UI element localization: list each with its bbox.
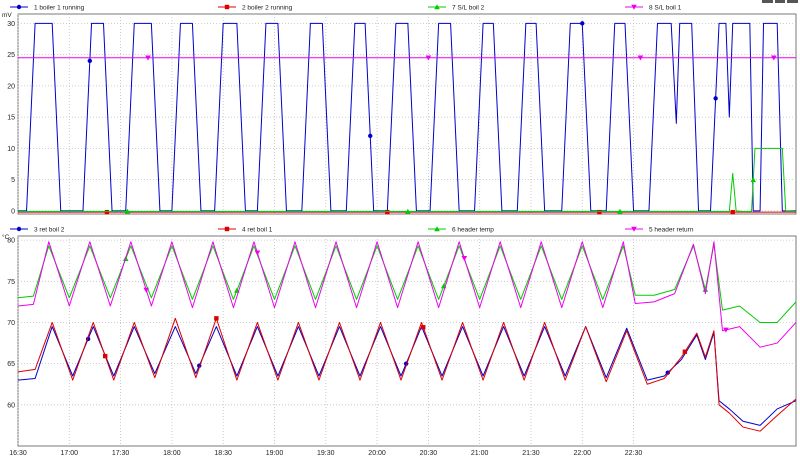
y-tick-label: 60 (7, 402, 15, 409)
legend-label: 3 ret boil 2 (34, 226, 65, 233)
data-point (385, 209, 390, 215)
restore-icon[interactable] (774, 0, 786, 3)
x-tick-label: 21:30 (522, 450, 540, 457)
series-markers-3 (122, 256, 709, 293)
series-line-3 (18, 147, 797, 212)
series-line-2 (17, 317, 797, 432)
legend-label: 5 header return (649, 226, 694, 233)
legend-marker (224, 4, 230, 10)
data-point (254, 250, 261, 256)
close-icon[interactable] (787, 0, 799, 3)
series-markers-4 (145, 55, 777, 61)
y-tick-label: 5 (11, 177, 15, 184)
data-point (145, 55, 151, 61)
series-line-4 (17, 241, 797, 348)
y-tick-label: 15 (7, 115, 15, 122)
legend: 1 boiler 1 running 2 boiler 2 running 7 S/… (10, 4, 682, 11)
data-point (723, 327, 729, 333)
y-tick-label: 0 (11, 208, 15, 215)
x-tick-label: 17:00 (61, 450, 79, 457)
data-point (730, 209, 735, 215)
y-unit-label: mV (2, 12, 12, 19)
x-tick-label: 22:00 (573, 450, 591, 457)
series-markers-2 (104, 209, 735, 215)
data-point (143, 287, 150, 293)
data-point (405, 208, 411, 214)
series-markers-2 (103, 316, 688, 359)
legend-label: 1 boiler 1 running (34, 4, 85, 11)
legend-label: 8 S/L boil 1 (649, 4, 682, 11)
x-tick-label: 19:30 (317, 450, 335, 457)
data-point (461, 256, 468, 262)
legend-marker (631, 226, 637, 232)
series-markers-1 (85, 336, 670, 375)
data-point (368, 133, 373, 139)
chart-panel-1: mV 0 5 10 15 20 25 30 1 boiler 1 running 2 boiler… (2, 4, 797, 215)
y-tick-label: 75 (7, 279, 15, 286)
plot-frame (17, 235, 797, 447)
data-point (103, 353, 108, 359)
x-tick-label: 16:30 (9, 450, 27, 457)
x-tick-label: 22:30 (625, 450, 643, 457)
data-point (597, 209, 602, 215)
legend: 3 ret boil 2 4 ret boil 1 6 header temp 5 h… (10, 226, 694, 233)
x-tick-label: 18:00 (163, 450, 181, 457)
data-point (750, 177, 757, 183)
x-tick-label: 19:00 (266, 450, 284, 457)
x-tick-label: 18:30 (214, 450, 232, 457)
legend-marker (434, 4, 440, 10)
series-line-1 (17, 326, 797, 426)
minimize-icon[interactable] (762, 0, 773, 3)
y-tick-label: 65 (7, 361, 15, 368)
data-point (637, 55, 644, 61)
y-tick-label: 30 (7, 21, 15, 28)
y-tick-label: 80 (7, 238, 15, 245)
data-point (421, 325, 426, 330)
legend-label: 7 S/L boil 2 (452, 4, 485, 11)
y-tick-label: 10 (7, 146, 15, 153)
data-point (770, 55, 777, 61)
legend-label: 4 ret boil 1 (242, 226, 273, 233)
series-line-3 (17, 243, 797, 323)
legend-label: 6 header temp (452, 226, 494, 233)
series-markers-3 (124, 177, 757, 214)
legend-label: 2 boiler 2 running (242, 4, 293, 11)
y-unit-label: °C (2, 233, 10, 241)
legend-marker (16, 226, 22, 232)
data-point (87, 58, 93, 64)
y-tick-label: 20 (7, 83, 15, 90)
data-point (617, 208, 623, 214)
legend-marker (434, 226, 440, 232)
data-point (104, 209, 110, 215)
y-tick-label: 70 (7, 320, 15, 327)
x-tick-label: 20:00 (368, 450, 386, 457)
series-markers-1 (87, 21, 718, 139)
data-point (425, 55, 432, 61)
data-point (124, 208, 131, 214)
data-point (702, 286, 709, 292)
series-line-1 (18, 22, 796, 212)
legend-marker (16, 4, 22, 10)
x-tick-label: 21:00 (471, 450, 489, 457)
data-point (713, 96, 718, 101)
data-point (214, 316, 219, 321)
legend-marker (631, 4, 637, 10)
chart-panel-2: °C 60 65 70 75 80 16:30 17:00 17:30 18:00 18:30 19:… (2, 226, 797, 457)
window-controls[interactable] (762, 0, 799, 3)
x-tick-label: 20:30 (420, 450, 438, 457)
data-point (580, 21, 585, 26)
data-point (665, 370, 670, 375)
y-tick-label: 25 (7, 52, 15, 59)
x-tick-label: 17:30 (112, 450, 130, 457)
legend-marker (224, 226, 230, 232)
series-markers-4 (143, 250, 729, 333)
data-point (682, 349, 688, 354)
